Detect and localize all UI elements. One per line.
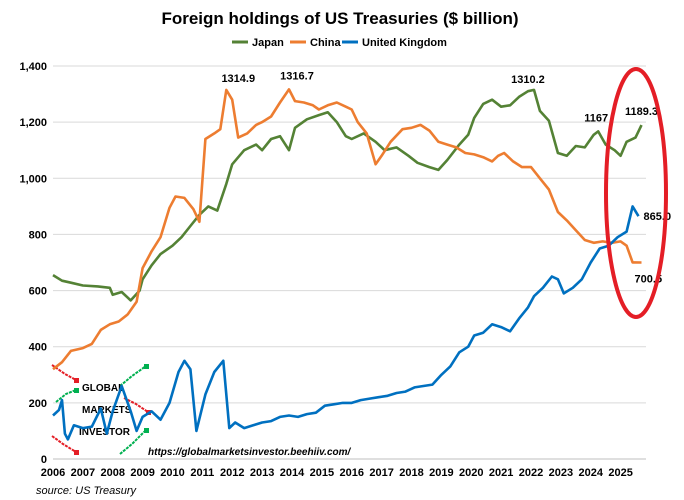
x-tick-label: 2024 bbox=[578, 467, 603, 479]
x-tick-label: 2020 bbox=[459, 467, 483, 479]
x-tick-label: 2025 bbox=[608, 467, 632, 479]
y-tick-label: 400 bbox=[29, 342, 47, 354]
x-tick-label: 2023 bbox=[549, 467, 573, 479]
watermark-arrow-head bbox=[144, 364, 149, 369]
y-tick-label: 600 bbox=[29, 286, 47, 298]
x-tick-label: 2011 bbox=[190, 467, 214, 479]
watermark-arrow-head bbox=[74, 378, 79, 383]
watermark-line-3: INVESTOR bbox=[79, 427, 131, 438]
annotation-label: 1189.3 bbox=[625, 106, 658, 118]
watermark-arrow bbox=[55, 389, 77, 403]
url-text: https://globalmarketsinvestor.beehiiv.co… bbox=[148, 447, 352, 458]
x-tick-label: 2006 bbox=[41, 467, 65, 479]
chart-title: Foreign holdings of US Treasuries ($ bil… bbox=[161, 9, 518, 28]
x-axis: 2006 2007 2008 2009 2010 2011 2012 2013 2014 2015… bbox=[41, 467, 633, 479]
annotation-label: 1310.2 bbox=[511, 74, 545, 86]
x-tick-label: 2021 bbox=[489, 467, 513, 479]
y-tick-label: 200 bbox=[29, 398, 47, 410]
x-tick-label: 2017 bbox=[369, 467, 393, 479]
y-tick-label: 1,200 bbox=[19, 117, 47, 129]
series-line-china bbox=[52, 88, 642, 371]
watermark-arrow-head bbox=[144, 428, 149, 433]
y-tick-label: 0 bbox=[41, 454, 47, 466]
watermark-arrow bbox=[119, 365, 147, 387]
watermark-line-1: GLOBAL bbox=[82, 383, 124, 394]
watermark-line-2: MARKETS bbox=[82, 405, 132, 416]
watermark-arrow-head bbox=[74, 388, 79, 393]
y-tick-label: 1,400 bbox=[19, 61, 47, 73]
series-line-united-kingdom bbox=[52, 205, 640, 441]
x-tick-label: 2018 bbox=[399, 467, 423, 479]
series-line-japan bbox=[52, 88, 643, 302]
legend-label: Japan bbox=[252, 37, 284, 49]
y-tick-label: 800 bbox=[29, 229, 47, 241]
annotation-label: 1316.7 bbox=[280, 70, 314, 82]
x-tick-label: 2014 bbox=[280, 467, 305, 479]
legend-label: United Kingdom bbox=[362, 37, 447, 49]
x-tick-label: 2016 bbox=[339, 467, 363, 479]
legend-label: China bbox=[310, 37, 341, 49]
x-tick-label: 2022 bbox=[519, 467, 543, 479]
series-group bbox=[52, 88, 643, 441]
x-tick-label: 2010 bbox=[160, 467, 184, 479]
x-tick-label: 2009 bbox=[130, 467, 154, 479]
x-tick-label: 2015 bbox=[310, 467, 334, 479]
annotation-label: 1314.9 bbox=[221, 73, 255, 85]
y-tick-label: 1,000 bbox=[19, 173, 47, 185]
x-tick-label: 2012 bbox=[220, 467, 244, 479]
x-tick-label: 2007 bbox=[71, 467, 95, 479]
x-tick-label: 2019 bbox=[429, 467, 453, 479]
watermark-arrow bbox=[51, 435, 77, 453]
highlight-ellipse bbox=[604, 67, 668, 319]
y-axis: 0 200 400 600 800 1,000 1,200 1,400 bbox=[19, 61, 47, 466]
source-text: source: US Treasury bbox=[36, 485, 138, 497]
watermark-arrow-head bbox=[74, 450, 79, 455]
annotation-label: 1167 bbox=[584, 112, 608, 124]
x-tick-label: 2013 bbox=[250, 467, 274, 479]
watermark-arrow bbox=[119, 429, 147, 455]
legend: Japan China United Kingdom bbox=[232, 37, 447, 49]
x-tick-label: 2008 bbox=[101, 467, 125, 479]
